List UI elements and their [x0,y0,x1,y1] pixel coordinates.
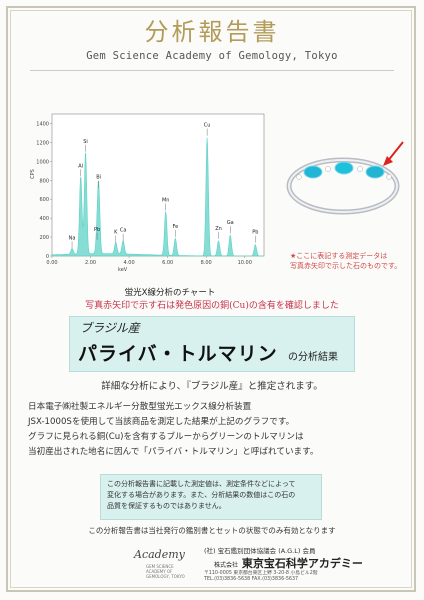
peak-label: Mn [162,197,169,203]
chart-caption: 蛍光X線分析のチャート [124,288,216,298]
address-line: TEL.(03)3836-5638 FAX.(03)3836-5637 [204,577,299,582]
gem-name: パライバ・トルマリン [78,343,278,365]
peak-label: Fe [173,224,179,230]
validity-footnote: この分析報告書は当社発行の鑑別書とセットの状態でのみ有効となります [88,526,336,535]
outer-border [6,6,416,592]
xrf-chart: 0 200 400 600 800 1000 1200 1400 0.00 2.00 4.00 6.0… [30,113,265,273]
peak-label: Ca [120,228,127,234]
origin-label: ブラジル産 [80,321,140,335]
logo-subtext-line: ACADEMY OF [146,569,173,574]
y-tick-label: 400 [39,216,49,222]
address-line: 〒110-0005 東京都台東区上野 3-20-8 小島ビル2階 [204,571,318,576]
peak-label: Al [78,163,83,169]
x-tick-label: 8.00 [201,260,212,266]
peak-label: Pb [94,227,100,233]
academy-logo-subtext: GEM SCIENCE ACADEMY OF GEMOLOGY, TOKYO [146,564,185,579]
y-tick-label: 1000 [36,159,49,165]
y-tick-label: 1200 [36,140,49,146]
photo-note: ★ここに表記する測定データは 写真赤矢印で示した石のものです。 [290,252,420,272]
company-name: 株式会社 東京宝石科学アカデミー [214,555,363,571]
y-tick-label: 1400 [36,121,49,127]
x-tick-label: 6.00 [162,260,173,266]
academy-logo: Academy [134,548,185,561]
affiliation: (社) 宝石鑑別団体協議会 (A.G.L) 会員 [204,547,316,555]
company-prefix: 株式会社 [214,562,239,569]
result-box: ブラジル産 パライバ・トルマリン の分析結果 [69,316,355,372]
result-suffix: の分析結果 [288,352,338,363]
divider [30,70,394,71]
x-axis-label: keV [118,267,128,273]
y-tick-label: 200 [39,235,49,241]
body-line: 日本電子㈱社製エネルギー分散型蛍光エックス線分析装置 [28,402,252,412]
y-axis-label: CPS [30,169,36,179]
peak-label: Bi [96,175,101,181]
logo-subtext-line: GEMOLOGY, TOKYO [146,574,185,579]
photo-note-line: 写真赤矢印で示した石のものです。 [290,261,402,270]
y-tick-label: 600 [39,197,49,203]
disclaimer-line: 変化する場合があります。また、分析結果の数値はこの石の [107,491,296,499]
origin-estimate: 詳細な分析により、『ブラジル産』と推定されます。 [101,381,323,392]
company-label: 東京宝石科学アカデミー [241,557,363,570]
peak-label: Ga [227,220,234,226]
photo-note-line: ★ここに表記する測定データは [290,252,388,260]
ring-photo [286,141,404,215]
disclaimer-line: この分析報告書に記載した測定値は、測定条件などによって [107,480,296,488]
body-line: グラフに見られる銅(Cu)を含有するブルーからグリーンのトルマリンは [28,432,304,442]
copper-statement: 写真赤矢印で示す石は発色原因の銅(Cu)の含有を確認しました [85,301,339,311]
report-title: 分析報告書 [144,18,280,46]
y-tick-label: 0 [46,254,49,260]
analysis-description: 日本電子㈱社製エネルギー分散型蛍光エックス線分析装置 JSX-1000Sを使用し… [28,400,408,460]
x-tick-label: 4.00 [124,260,135,266]
peak-label: Pb [252,230,258,236]
x-tick-label: 10.00 [238,260,252,266]
y-tick-label: 800 [39,178,49,184]
x-tick-label: 0.00 [46,260,57,266]
spectrum-series [51,137,264,257]
peak-label: Si [83,139,88,145]
body-line: JSX-1000Sを使用して当該商品を測定した結果が上記のグラフです。 [28,417,295,427]
peak-label: Zn [215,226,222,232]
peak-label: Na [69,235,76,241]
disclaimer-box: この分析報告書に記載した測定値は、測定条件などによって 変化する場合があります。… [100,474,322,520]
x-tick-label: 2.00 [85,260,96,266]
logo-subtext-line: GEM SCIENCE [146,564,174,569]
disclaimer-line: 品質を保証するものではありません。 [107,502,226,510]
peak-label: Cu [204,123,211,129]
company-address: 〒110-0005 東京都台東区上野 3-20-8 小島ビル2階 TEL.(03… [204,571,318,583]
body-line: 当初産出された地名に因んで「パライバ・トルマリン」と呼ばれています。 [28,447,319,457]
academy-subtitle: Gem Science Academy of Gemology, Tokyo [86,50,338,62]
peak-label: K [114,230,118,236]
inner-border [10,10,412,588]
